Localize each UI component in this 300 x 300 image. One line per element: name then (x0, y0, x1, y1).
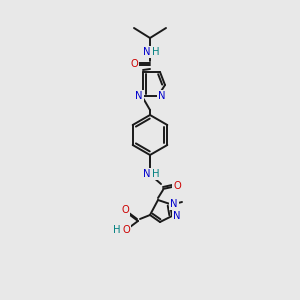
Text: O: O (121, 205, 129, 215)
Text: O: O (122, 225, 130, 235)
Text: H: H (152, 169, 160, 179)
Text: O: O (130, 59, 138, 69)
Text: O: O (173, 181, 181, 191)
Text: N: N (158, 91, 166, 101)
Text: H: H (152, 47, 160, 57)
Text: N: N (170, 199, 178, 209)
Text: N: N (143, 169, 151, 179)
Text: H: H (113, 225, 121, 235)
Text: N: N (135, 91, 143, 101)
Text: N: N (173, 211, 181, 221)
Text: N: N (143, 47, 151, 57)
